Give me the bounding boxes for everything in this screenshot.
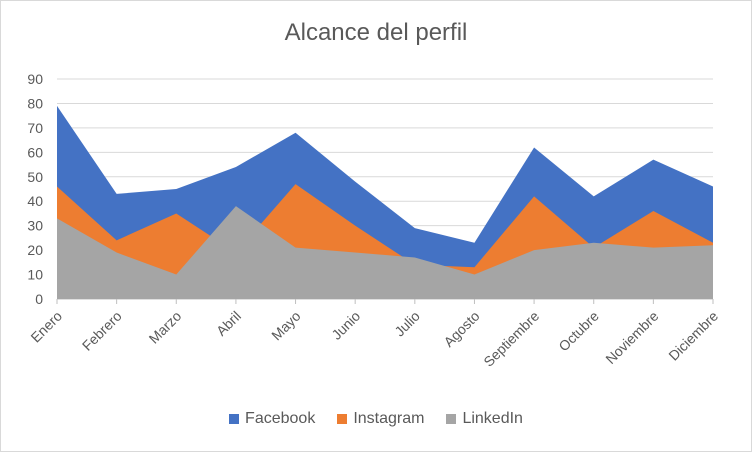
legend-item-instagram: Instagram [337, 410, 424, 428]
legend-swatch [446, 414, 457, 424]
y-tick-label: 70 [27, 120, 43, 136]
y-tick-label: 50 [27, 169, 43, 185]
x-tick-label: Marzo [146, 308, 185, 347]
x-tick-label: Septiembre [480, 308, 542, 370]
x-tick-label: Febrero [79, 308, 125, 354]
x-tick-label: Agosto [440, 308, 482, 350]
legend-swatch [229, 414, 240, 424]
area-linkedin [57, 206, 713, 299]
x-tick-label: Junio [328, 308, 363, 343]
y-tick-label: 90 [27, 71, 43, 87]
y-tick-label: 0 [35, 291, 43, 307]
y-tick-label: 30 [27, 218, 43, 234]
legend-label: LinkedIn [462, 410, 523, 427]
x-tick-label: Enero [27, 308, 65, 346]
legend-item-facebook: Facebook [229, 410, 315, 428]
y-tick-label: 40 [27, 193, 43, 209]
legend-label: Facebook [245, 410, 316, 427]
x-tick-label: Noviembre [602, 308, 661, 367]
legend: Facebook Instagram LinkedIn [1, 410, 751, 428]
y-tick-label: 80 [27, 95, 43, 111]
y-tick-label: 10 [27, 267, 43, 283]
x-tick-label: Abril [213, 308, 244, 339]
legend-item-linkedin: LinkedIn [446, 410, 523, 428]
x-tick-label: Julio [391, 308, 423, 340]
y-tick-label: 20 [27, 242, 43, 258]
x-tick-label: Diciembre [665, 308, 721, 364]
x-tick-label: Mayo [268, 308, 304, 344]
legend-label: Instagram [353, 410, 425, 427]
legend-swatch [337, 414, 348, 424]
chart-title: Alcance del perfil [284, 19, 468, 46]
y-tick-label: 60 [27, 144, 43, 160]
x-tick-label: Octubre [555, 308, 602, 355]
